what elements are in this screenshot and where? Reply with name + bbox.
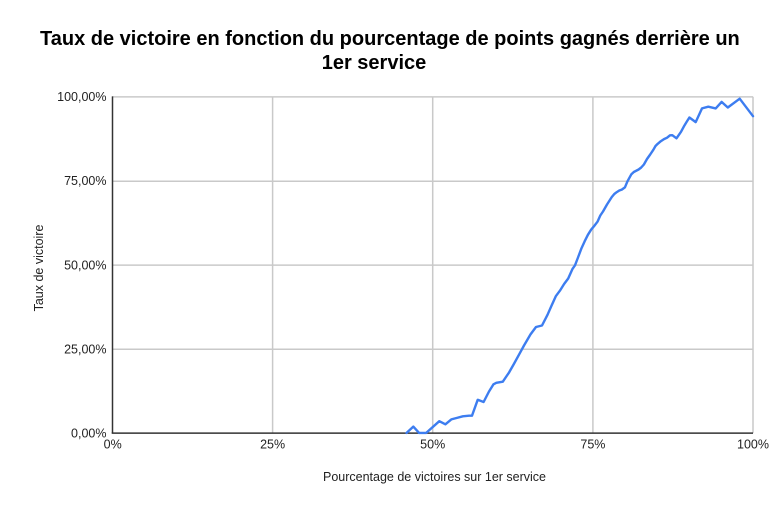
svg-text:50,00%: 50,00%	[64, 258, 106, 272]
svg-text:75%: 75%	[580, 438, 605, 452]
svg-text:25,00%: 25,00%	[64, 342, 106, 356]
svg-text:100%: 100%	[737, 438, 769, 452]
svg-text:0%: 0%	[104, 438, 122, 452]
svg-text:Taux de victoire en fonction d: Taux de victoire en fonction du pourcent…	[40, 28, 740, 50]
svg-text:Taux de victoire: Taux de victoire	[32, 225, 46, 312]
svg-text:50%: 50%	[420, 438, 445, 452]
svg-text:Pourcentage de victoires sur 1: Pourcentage de victoires sur 1er service	[323, 470, 546, 484]
svg-text:0,00%: 0,00%	[71, 427, 106, 441]
svg-text:100,00%: 100,00%	[57, 90, 106, 104]
svg-text:75,00%: 75,00%	[64, 174, 106, 188]
svg-text:1er service: 1er service	[322, 52, 427, 74]
svg-text:25%: 25%	[260, 438, 285, 452]
